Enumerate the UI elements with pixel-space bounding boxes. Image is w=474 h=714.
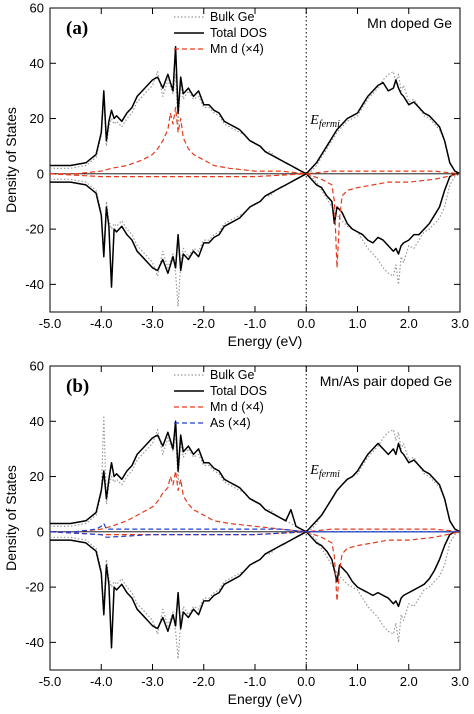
- x-tick-label: 3.0: [451, 316, 469, 331]
- series-as-down: [49, 531, 460, 538]
- series-total-dos: [50, 45, 461, 175]
- legend: Bulk Ge Total DOS Mn d (×4) As (×4): [174, 368, 267, 430]
- x-tick-label: 1.0: [348, 316, 366, 331]
- x-tick-label: -5.0: [39, 316, 61, 331]
- series-bulk-ge: [50, 71, 461, 175]
- series-total-dos-down: [50, 173, 460, 288]
- y-tick-label: -40: [25, 635, 44, 650]
- y-tick-label: 20: [30, 111, 44, 126]
- x-tick-label: 3.0: [451, 674, 469, 689]
- x-tick-label: 1.0: [348, 674, 366, 689]
- series-total-dos-down: [50, 531, 460, 649]
- x-axis-title: Energy (eV): [228, 333, 303, 349]
- legend-entry: Mn d (×4): [210, 400, 264, 414]
- x-tick-label: -1.0: [244, 316, 266, 331]
- y-tick-label: 40: [30, 56, 44, 71]
- panel-subtitle: Mn/As pair doped Ge: [320, 373, 453, 389]
- legend-entry: As (×4): [210, 416, 251, 430]
- series-mn-d-4: [50, 106, 461, 175]
- x-tick-label: -3.0: [141, 316, 163, 331]
- y-axis-title: Density of States: [3, 465, 19, 571]
- y-tick-label: 60: [30, 1, 44, 16]
- legend-entry: Total DOS: [210, 26, 267, 40]
- y-tick-label: -40: [25, 277, 44, 292]
- legend-entry: Mn d (×4): [210, 42, 264, 56]
- fermi-label-sub: fermi: [319, 119, 340, 130]
- series-mn-d-down: [49, 531, 461, 602]
- series-mn-d-down: [49, 173, 461, 269]
- x-tick-label: -3.0: [141, 674, 163, 689]
- panel-a: -5.0 -4.0 -3.0 -2.0 -1.0 0.0 1.0 2.0 3.0 -40 -20 0 2…: [3, 1, 469, 350]
- x-tick-label: 0.0: [297, 674, 315, 689]
- x-axis-title: Energy (eV): [228, 691, 303, 707]
- series-total-dos: [50, 420, 461, 533]
- legend-entry: Total DOS: [210, 384, 267, 398]
- y-tick-label: 60: [30, 359, 44, 374]
- y-tick-label: 40: [30, 414, 44, 429]
- y-tick-label: 0: [37, 524, 44, 539]
- y-axis-title: Density of States: [3, 107, 19, 213]
- y-tick-label: 0: [37, 166, 44, 181]
- y-tick-label: -20: [25, 580, 44, 595]
- panel-label: (b): [66, 376, 89, 397]
- x-tick-label: -4.0: [90, 316, 112, 331]
- x-tick-label: -1.0: [244, 674, 266, 689]
- x-tick-label: 2.0: [400, 674, 418, 689]
- fermi-label-sub: fermi: [319, 469, 340, 480]
- series-bulk-ge: [50, 415, 461, 533]
- x-tick-label: 2.0: [400, 316, 418, 331]
- series-as-4: [50, 522, 460, 533]
- x-tick-label: -4.0: [90, 674, 112, 689]
- fermi-label: Efermi: [309, 113, 340, 130]
- x-tick-label: -5.0: [39, 674, 61, 689]
- x-tick-label: -2.0: [193, 316, 215, 331]
- x-tick-label: 0.0: [297, 316, 315, 331]
- fermi-label: Efermi: [309, 463, 340, 480]
- y-tick-label: -20: [25, 222, 44, 237]
- legend: Bulk Ge Total DOS Mn d (×4): [174, 10, 267, 56]
- series-mn-d-4: [50, 470, 461, 533]
- legend-entry: Bulk Ge: [210, 10, 255, 24]
- legend-entry: Bulk Ge: [210, 368, 255, 382]
- y-tick-label: 20: [30, 469, 44, 484]
- panel-subtitle: Mn doped Ge: [367, 15, 452, 31]
- panel-label: (a): [66, 18, 88, 39]
- x-tick-label: -2.0: [193, 674, 215, 689]
- panel-b: -5.0 -4.0 -3.0 -2.0 -1.0 0.0 1.0 2.0 3.0 -40 -20 0 2…: [3, 359, 469, 708]
